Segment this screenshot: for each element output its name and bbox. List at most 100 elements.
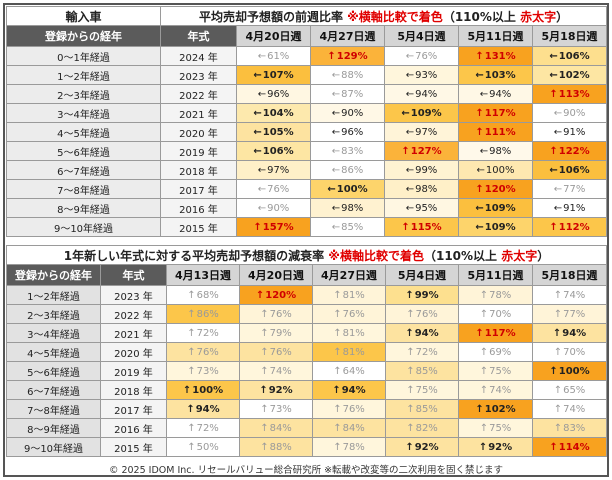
ratio-cell: ↑68%	[166, 285, 240, 305]
ratio-cell: ←97%	[236, 160, 311, 180]
up-arrow-icon: ↑	[327, 50, 336, 62]
ratio-cell: ↑76%	[385, 304, 459, 324]
ratio-value: 76%	[269, 308, 292, 320]
up-arrow-icon: ↑	[253, 221, 262, 233]
up-arrow-icon: ↑	[182, 384, 192, 396]
ratio-cell: ↑73%	[239, 399, 313, 419]
year-label: 2023 年	[160, 65, 237, 85]
left-arrow-icon: ←	[331, 202, 341, 214]
age-label: 8～9年経過	[6, 198, 161, 218]
ratio-cell: ↑100%	[531, 361, 608, 381]
ratio-value: 75%	[489, 365, 512, 377]
age-label: 4～5年経過	[6, 122, 161, 142]
ratio-value: 81%	[342, 327, 365, 339]
week-header: 5月4日週	[385, 264, 459, 286]
left-arrow-icon: ←	[549, 69, 558, 81]
table-row: 7～8年経過 2017 年 ←76% ←100% ←98% ↑120% ←77%	[6, 179, 608, 199]
table2-title-paren-close: ）	[537, 248, 550, 263]
ratio-value: 79%	[269, 327, 292, 339]
ratio-value: 92%	[414, 441, 439, 453]
ratio-value: 100%	[558, 365, 590, 377]
ratio-value: 68%	[196, 289, 219, 301]
ratio-value: 76%	[342, 403, 365, 415]
ratio-value: 117%	[484, 327, 516, 339]
table2-title: 1年新しい年式に対する平均売却予想額の減衰率 ※横軸比較で着色（110%以上 赤…	[5, 245, 608, 265]
ratio-value: 76%	[269, 346, 292, 358]
ratio-cell: ←96%	[310, 122, 385, 142]
left-arrow-icon: ←	[253, 69, 262, 81]
up-arrow-icon: ↑	[187, 346, 196, 358]
up-arrow-icon: ↑	[333, 403, 342, 415]
left-arrow-icon: ←	[553, 202, 563, 214]
ratio-cell: ←95%	[384, 198, 459, 218]
category-title: 輸入車	[6, 6, 161, 26]
left-arrow-icon: ←	[405, 69, 415, 81]
ratio-cell: ↑70%	[531, 342, 608, 362]
age-label: 8～9年経過	[6, 418, 101, 438]
up-arrow-icon: ↑	[187, 441, 196, 453]
year-label: 2024 年	[160, 46, 237, 66]
ratio-value: 106%	[558, 164, 590, 176]
ratio-cell: ↑92%	[239, 380, 313, 400]
table-row: 4～5年経過 2020 年 ←105% ←96% ←97% ↑111% ←91%	[6, 122, 608, 142]
up-arrow-icon: ↑	[406, 422, 415, 434]
ratio-value: 72%	[196, 327, 219, 339]
ratio-cell: ←107%	[236, 65, 311, 85]
ratio-cell: ←88%	[310, 65, 385, 85]
ratio-value: 97%	[415, 126, 438, 138]
up-arrow-icon: ↑	[475, 327, 484, 339]
ratio-cell: ↑112%	[531, 217, 608, 237]
ratio-value: 94%	[414, 327, 439, 339]
ratio-cell: ↑157%	[236, 217, 311, 237]
age-label: 4～5年経過	[6, 342, 101, 362]
ratio-cell: ↑77%	[531, 304, 608, 324]
ratio-value: 77%	[563, 308, 586, 320]
ratio-value: 72%	[196, 422, 219, 434]
up-arrow-icon: ↑	[406, 384, 415, 396]
ratio-cell: ←93%	[384, 65, 459, 85]
ratio-value: 88%	[341, 69, 364, 81]
ratio-value: 76%	[415, 50, 438, 62]
ratio-value: 98%	[415, 183, 438, 195]
table-row: 2～3年経過 2022 年 ←96% ←87% ←94% ←94% ↑113%	[6, 84, 608, 104]
up-arrow-icon: ↑	[406, 346, 415, 358]
ratio-cell: ↑94%	[531, 323, 608, 343]
up-arrow-icon: ↑	[260, 403, 269, 415]
ratio-value: 106%	[558, 50, 590, 62]
ratio-cell: ↑115%	[384, 217, 459, 237]
left-arrow-icon: ←	[331, 164, 341, 176]
ratio-value: 87%	[341, 88, 364, 100]
ratio-value: 100%	[192, 384, 224, 396]
up-arrow-icon: ↑	[553, 403, 563, 415]
ratio-cell: ↑129%	[310, 46, 385, 66]
ratio-value: 90%	[563, 107, 586, 119]
year-label: 2020 年	[160, 122, 237, 142]
up-arrow-icon: ↑	[479, 365, 489, 377]
left-arrow-icon: ←	[405, 126, 415, 138]
up-arrow-icon: ↑	[333, 308, 342, 320]
ratio-cell: ↑76%	[239, 342, 313, 362]
age-label: 7～8年経過	[6, 179, 161, 199]
left-arrow-icon: ←	[331, 145, 341, 157]
ratio-cell: ←90%	[236, 198, 311, 218]
ratio-value: 77%	[563, 183, 586, 195]
up-arrow-icon: ↑	[333, 346, 342, 358]
report-frame: 輸入車 平均売却予想額の前週比率 ※横軸比較で着色（110%以上 赤太字） 登録…	[3, 3, 609, 477]
ratio-value: 105%	[262, 126, 294, 138]
ratio-cell: ←85%	[310, 217, 385, 237]
up-arrow-icon: ↑	[553, 384, 563, 396]
ratio-cell: ↑84%	[239, 418, 313, 438]
ratio-value: 96%	[267, 88, 290, 100]
ratio-cell: ←83%	[310, 141, 385, 161]
ratio-value: 94%	[341, 384, 366, 396]
left-arrow-icon: ←	[553, 126, 563, 138]
age-label: 0～1年経過	[6, 46, 161, 66]
up-arrow-icon: ↑	[401, 145, 410, 157]
table2-title-paren-red: 赤太字	[501, 248, 538, 263]
up-arrow-icon: ↑	[553, 308, 563, 320]
ratio-value: 75%	[415, 384, 438, 396]
ratio-value: 114%	[558, 441, 590, 453]
ratio-value: 131%	[484, 50, 516, 62]
ratio-value: 75%	[489, 422, 512, 434]
ratio-cell: ↑84%	[312, 418, 386, 438]
